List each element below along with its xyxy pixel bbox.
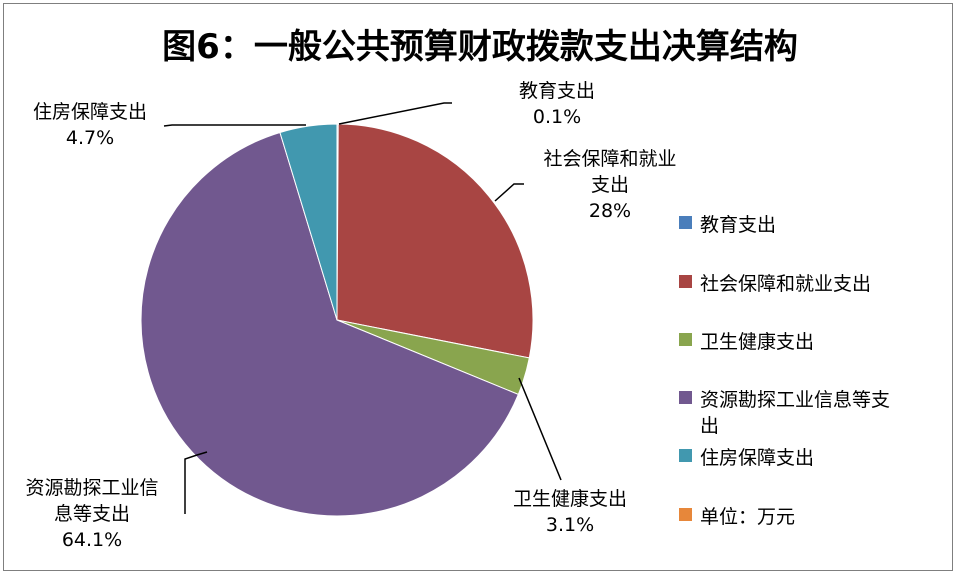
data-label: 资源勘探工业信: [25, 477, 158, 499]
data-label: 社会保障和就业: [543, 148, 676, 170]
legend-swatch: [679, 449, 692, 462]
legend-label: 单位：万元: [700, 506, 795, 528]
leader-line: [518, 377, 562, 481]
legend-swatch: [679, 216, 692, 229]
data-label: 0.1%: [533, 106, 581, 128]
data-label: 28%: [589, 200, 631, 222]
legend-label: 社会保障和就业支出: [700, 273, 871, 295]
legend-swatch: [679, 391, 692, 404]
data-label: 支出: [591, 174, 629, 196]
legend-label: 住房保障支出: [700, 447, 814, 469]
leader-line: [494, 183, 524, 202]
pie-slice: [336, 123, 534, 359]
data-label: 卫生健康支出: [513, 488, 627, 510]
data-label: 4.7%: [66, 127, 114, 149]
data-label: 住房保障支出: [33, 101, 147, 123]
data-label: 3.1%: [546, 514, 594, 536]
legend-label-cont: 出: [700, 415, 719, 437]
legend-swatch: [679, 275, 692, 288]
pie-slice: [140, 131, 519, 517]
leader-line: [338, 102, 452, 125]
data-label: 息等支出: [54, 503, 130, 525]
legend-label: 卫生健康支出: [700, 331, 814, 353]
legend-label: 资源勘探工业信息等支: [700, 389, 890, 411]
legend-swatch: [679, 333, 692, 346]
leader-line: [184, 451, 208, 514]
legend-swatch: [679, 508, 692, 521]
pie-slice: [279, 123, 338, 321]
leader-line: [163, 124, 306, 127]
data-label: 教育支出: [519, 80, 595, 102]
chart-title: 图6：一般公共预算财政拨款支出决算结构: [162, 27, 798, 67]
legend-label: 教育支出: [700, 214, 776, 236]
data-label: 64.1%: [62, 529, 122, 551]
